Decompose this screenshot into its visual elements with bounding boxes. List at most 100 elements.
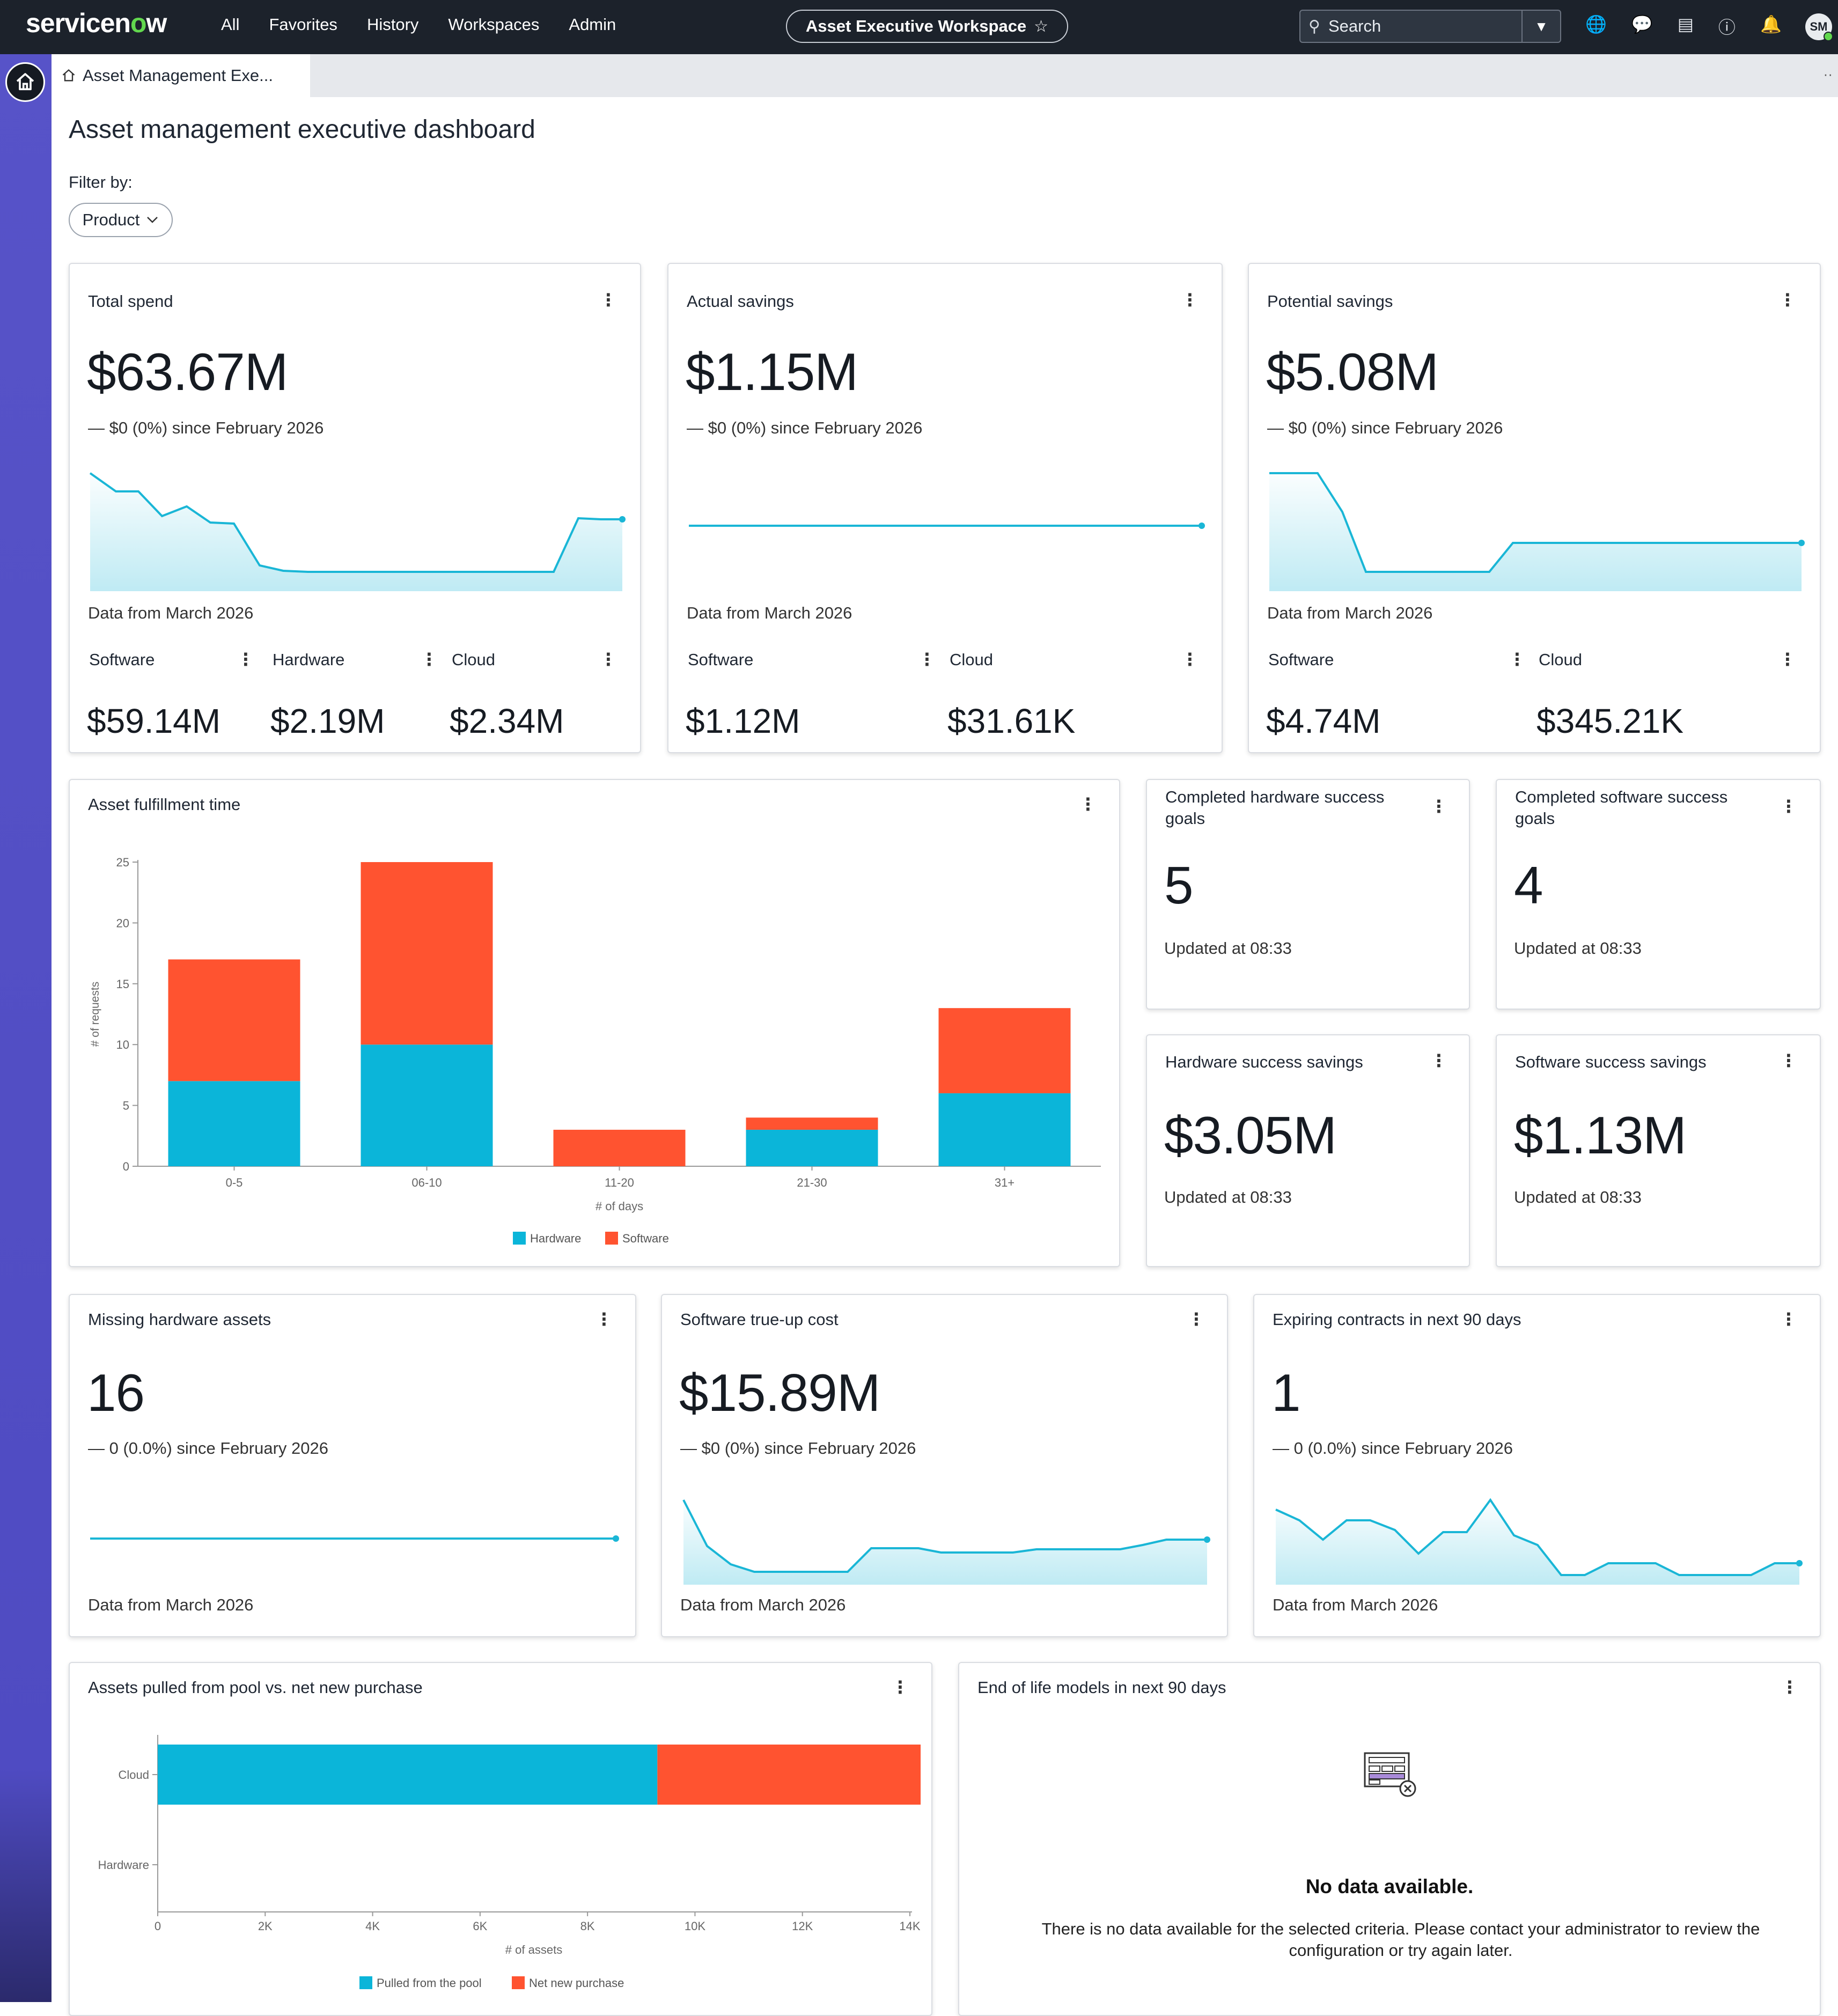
breakdown-value-software: $59.14M [87,702,221,740]
more-options-icon[interactable]: ⋮ [1779,650,1796,669]
card-title: Completed software success goals [1515,788,1728,828]
more-options-icon[interactable]: ⋮ [1780,797,1797,816]
more-options-icon[interactable]: ⋮ [600,290,617,310]
more-tabs-icon[interactable]: ·· [1823,66,1833,82]
expiring-contracts-card: Expiring contracts in next 90 days ⋮ 1 —… [1253,1294,1821,1637]
asset-fulfillment-card: Asset fulfillment time ⋮ 0 5 10 15 20 25 # of … [69,779,1120,1267]
nav-menu: All Favorites History Workspaces Admin [221,15,616,34]
more-options-icon[interactable]: ⋮ [1780,1309,1797,1329]
online-status-dot [1824,32,1833,41]
more-options-icon[interactable]: ⋮ [1188,1309,1205,1329]
expiring-sparkline [1275,1498,1803,1585]
chat-icon[interactable]: 💬 [1631,14,1653,34]
data-from-label: Data from March 2026 [88,1595,254,1614]
star-icon[interactable]: ☆ [1034,17,1049,35]
missing-hardware-value: 16 [87,1363,145,1422]
product-filter-button[interactable]: Product [69,203,173,237]
more-options-icon[interactable]: ⋮ [1781,1677,1798,1697]
nav-admin[interactable]: Admin [569,15,616,34]
assets-pool-chart: Cloud Hardware 0 2K 4K 6K 8K 10K 12K 14K # of asse… [98,1735,921,1990]
workspace-selector[interactable]: Asset Executive Workspace ☆ [786,10,1068,43]
legend-label-series-0: Pulled from the pool [377,1976,482,1990]
breakdown-value-cloud: $345.21K [1536,702,1684,740]
expiring-value: 1 [1271,1363,1301,1422]
sw-savings-card: Software success savings ⋮ $1.13M Update… [1496,1034,1821,1267]
x-tick-label: 12K [792,1919,813,1933]
more-options-icon[interactable]: ⋮ [421,650,438,669]
top-navigation-bar: servicenow All Favorites History Workspa… [0,0,1838,54]
updated-label: Updated at 08:33 [1164,1188,1292,1206]
y-tick-label: 20 [116,916,129,930]
nav-history[interactable]: History [366,15,419,34]
bar-software-31+ [938,1008,1071,1093]
globe-icon[interactable]: 🌐 [1585,14,1607,34]
x-tick-label: 31+ [995,1176,1014,1189]
more-options-icon[interactable]: ⋮ [1430,1051,1447,1070]
more-options-icon[interactable]: ⋮ [1780,1051,1797,1070]
x-tick-label: 8K [580,1919,595,1933]
search-scope-dropdown[interactable]: ▼ [1521,11,1560,42]
end-of-life-card: End of life models in next 90 days ⋮ No … [958,1662,1821,2016]
legend-label-software: Software [622,1232,669,1245]
search-input[interactable]: Search [1328,17,1381,35]
window-search-icon[interactable]: ▤ [1677,14,1694,34]
data-from-label: Data from March 2026 [1267,604,1433,622]
nav-all[interactable]: All [221,15,240,34]
actual-savings-card: Actual savings ⋮ $1.15M — $0 (0%) since … [667,263,1223,753]
trueup-sparkline [682,1499,1210,1585]
y-tick-label: 5 [123,1099,129,1113]
actual-savings-value: $1.15M [686,342,858,401]
more-options-icon[interactable]: ⋮ [892,1677,909,1697]
tab-asset-management[interactable]: Asset Management Exe... [52,54,310,97]
more-options-icon[interactable]: ⋮ [1181,650,1199,669]
breakdown-value-cloud: $31.61K [947,702,1076,740]
x-axis-title: # of days [595,1200,643,1213]
card-title: Asset fulfillment time [88,795,241,814]
sw-goals-card: Completed software success goals ⋮ 4 Upd… [1496,779,1821,1010]
global-search[interactable]: ⚲ Search ▼ [1299,10,1561,43]
more-options-icon[interactable]: ⋮ [1779,290,1796,310]
more-options-icon[interactable]: ⋮ [1509,650,1526,669]
bar-hardware-0-5 [168,1081,300,1166]
hw-savings-value: $3.05M [1164,1106,1337,1165]
updated-label: Updated at 08:33 [1514,939,1642,958]
nav-favorites[interactable]: Favorites [269,15,337,34]
sw-savings-value: $1.13M [1514,1106,1687,1165]
help-icon[interactable]: ⓘ [1718,18,1736,37]
more-options-icon[interactable]: ⋮ [595,1309,613,1329]
more-options-icon[interactable]: ⋮ [918,650,936,669]
legend-label-hardware: Hardware [530,1232,581,1245]
card-title: Assets pulled from pool vs. net new purc… [88,1678,423,1697]
tab-strip: Asset Management Exe... ·· [52,54,1838,97]
bell-icon[interactable]: 🔔 [1760,14,1782,34]
servicenow-logo[interactable]: servicenow [26,8,167,38]
more-options-icon[interactable]: ⋮ [600,650,617,669]
missing-hardware-sparkline [90,1535,619,1542]
card-title: Hardware success savings [1165,1053,1363,1071]
more-options-icon[interactable]: ⋮ [1430,797,1447,816]
hw-goals-card: Completed hardware success goals ⋮ 5 Upd… [1146,779,1470,1010]
missing-hardware-card: Missing hardware assets ⋮ 16 — 0 (0.0%) … [69,1294,636,1637]
bar-software-11-20 [553,1129,686,1166]
product-filter-label: Product [82,210,140,229]
breakdown-value-software: $4.74M [1266,702,1381,740]
y-tick-label: Hardware [98,1858,149,1872]
user-avatar[interactable]: SM [1805,13,1833,41]
y-tick-label: Cloud [119,1768,149,1782]
x-tick-label: 14K [899,1919,920,1933]
total-spend-value: $63.67M [87,342,288,401]
bar-cloud-series-0 [158,1745,658,1805]
x-tick-label: 0-5 [226,1176,243,1189]
y-tick-label: 15 [116,977,129,991]
home-icon[interactable] [5,62,45,102]
card-title: End of life models in next 90 days [977,1678,1226,1697]
x-tick-label: 6K [473,1919,487,1933]
data-from-label: Data from March 2026 [1273,1595,1438,1614]
more-options-icon[interactable]: ⋮ [237,650,254,669]
breakdown-label-hardware: Hardware [273,650,345,669]
total-spend-sparkline [89,472,626,591]
more-options-icon[interactable]: ⋮ [1181,290,1199,310]
data-from-label: Data from March 2026 [680,1595,846,1614]
legend-swatch-software [605,1232,618,1245]
nav-workspaces[interactable]: Workspaces [448,15,540,34]
